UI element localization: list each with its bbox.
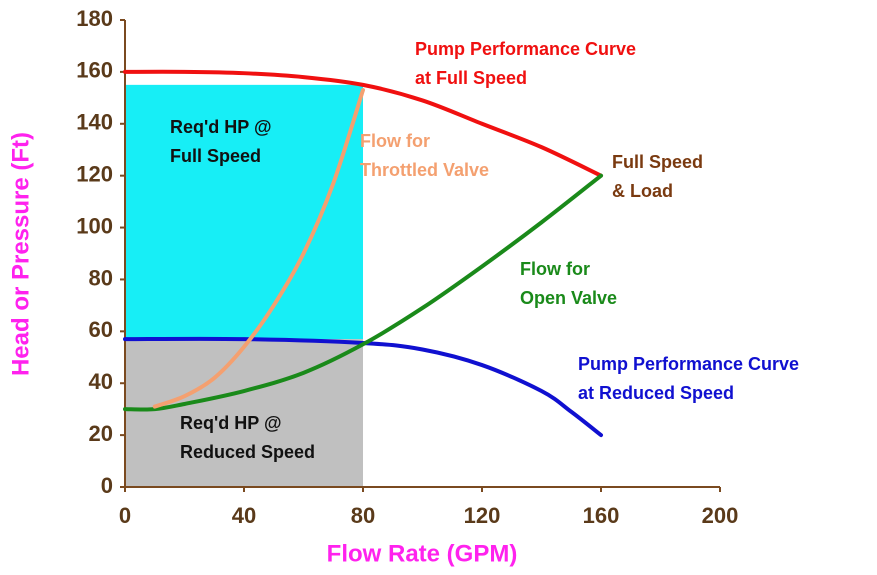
- y-tick-label: 160: [76, 58, 113, 83]
- annotation: Throttled Valve: [360, 160, 489, 180]
- annotation: Open Valve: [520, 288, 617, 308]
- y-tick-label: 0: [101, 473, 113, 498]
- annotation: at Reduced Speed: [578, 383, 734, 403]
- y-tick-label: 60: [89, 317, 113, 342]
- x-tick-label: 40: [232, 503, 256, 528]
- y-tick-label: 80: [89, 265, 113, 290]
- y-tick-label: 20: [89, 421, 113, 446]
- y-tick-label: 40: [89, 369, 113, 394]
- annotation: Req'd HP @: [170, 117, 272, 137]
- annotation: Pump Performance Curve: [415, 39, 636, 59]
- y-tick-label: 100: [76, 213, 113, 238]
- x-tick-label: 80: [351, 503, 375, 528]
- annotation: at Full Speed: [415, 68, 527, 88]
- annotation: Flow for: [520, 259, 590, 279]
- annotation: Full Speed: [612, 152, 703, 172]
- y-axis-label: Head or Pressure (Ft): [7, 132, 34, 376]
- y-tick-label: 120: [76, 161, 113, 186]
- y-tick-label: 140: [76, 110, 113, 135]
- annotation: Req'd HP @: [180, 413, 282, 433]
- series-line: [123, 336, 603, 438]
- x-tick-label: 200: [702, 503, 739, 528]
- annotation: & Load: [612, 181, 673, 201]
- annotation: Pump Performance Curve: [578, 354, 799, 374]
- y-tick-label: 180: [76, 6, 113, 31]
- annotation: Reduced Speed: [180, 442, 315, 462]
- series-line: [123, 69, 603, 178]
- x-tick-label: 160: [583, 503, 620, 528]
- x-axis-label: Flow Rate (GPM): [327, 540, 518, 567]
- annotation: Full Speed: [170, 146, 261, 166]
- x-tick-label: 120: [464, 503, 501, 528]
- annotation: Flow for: [360, 131, 430, 151]
- series-line: [123, 173, 603, 412]
- series-line: [152, 88, 365, 409]
- x-tick-label: 0: [119, 503, 131, 528]
